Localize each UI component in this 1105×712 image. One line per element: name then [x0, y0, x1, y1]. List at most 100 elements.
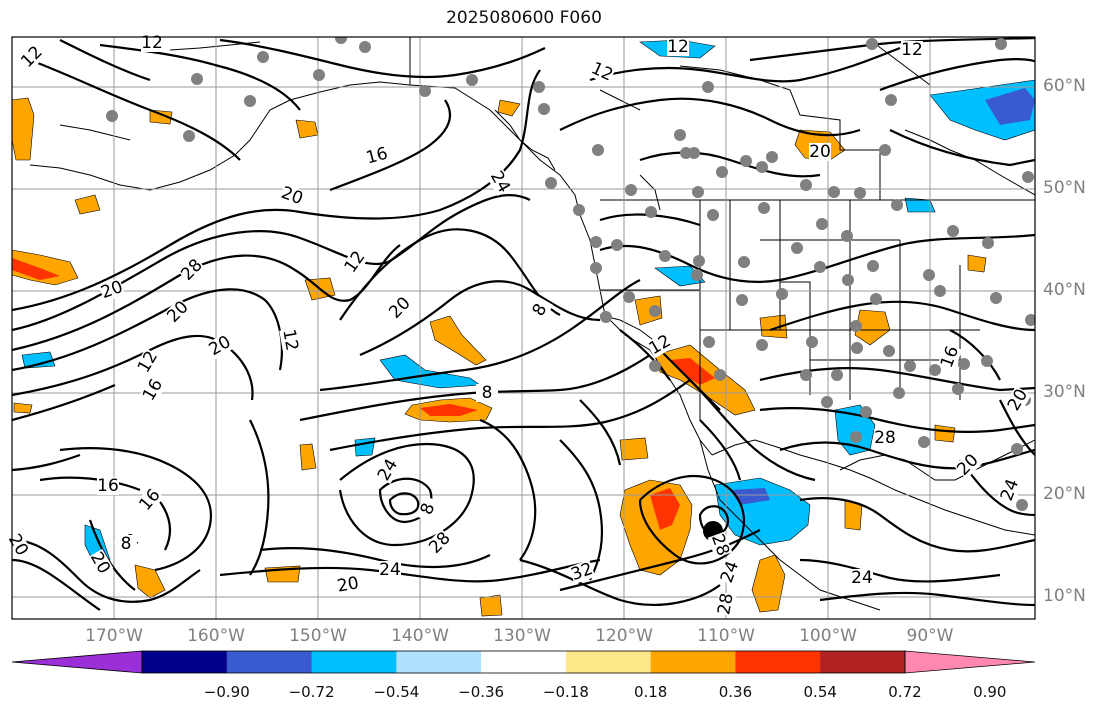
- contour-label-bg: [415, 495, 441, 523]
- lon-label-130: 130°W: [493, 626, 551, 646]
- contour-label: 12: [588, 58, 616, 85]
- colorbar-segment: [396, 651, 482, 673]
- contour-label-bg: [278, 183, 306, 209]
- map-frame: [11, 36, 1036, 620]
- contour-label-bg: [177, 255, 207, 285]
- lon-label-150: 150°W: [289, 626, 347, 646]
- contour-label: 8: [482, 383, 493, 403]
- colorbar-segment: [311, 651, 397, 673]
- contour-label-bg: [98, 277, 126, 303]
- contour-label-bg: [901, 41, 923, 59]
- contour-label-bg: [379, 561, 401, 579]
- contour-label: 24: [717, 558, 743, 585]
- lon-label-170: 170°W: [85, 626, 143, 646]
- contour-label-bg: [476, 384, 498, 402]
- colorbar-segment: [735, 651, 821, 673]
- contour-label: 12: [278, 328, 301, 353]
- lon-label-140: 140°W: [391, 626, 449, 646]
- map-title: 2025080600 F060: [446, 8, 602, 28]
- lat-label-50: 50°N: [1043, 178, 1086, 198]
- contour-label-bg: [17, 42, 47, 72]
- colorbar-tick-label: 0.18: [633, 683, 668, 701]
- contour-label-bg: [97, 477, 119, 495]
- contour-label-bg: [645, 331, 675, 359]
- contour-label: 12: [901, 40, 923, 60]
- contour-label-bg: [937, 343, 963, 371]
- contour-label-bg: [809, 143, 831, 161]
- contour-label: 28: [714, 592, 737, 617]
- contour-label-bg: [139, 375, 167, 405]
- contour-label-bg: [667, 38, 689, 56]
- colorbar-tick-label: −0.36: [458, 683, 505, 701]
- colorbar-tick-label: −0.72: [288, 683, 335, 701]
- colorbar-segment: [142, 651, 228, 673]
- contour-label: 20: [278, 183, 305, 209]
- contour-label: 12: [17, 42, 46, 71]
- colorbar-segment: [565, 651, 652, 673]
- colorbar-tick-label: −0.54: [373, 683, 420, 701]
- colorbar-segment: [820, 651, 906, 673]
- contour-label: 20: [4, 531, 32, 560]
- contour-label-bg: [707, 531, 733, 559]
- contour-label: 28: [425, 528, 454, 557]
- contour-label: 24: [486, 168, 514, 197]
- colorbar-tick-label: 0.36: [718, 683, 753, 701]
- lat-label-60: 60°N: [1043, 76, 1086, 96]
- contour-label: 24: [851, 568, 873, 588]
- contour-label-bg: [341, 247, 369, 277]
- contour-label-bg: [279, 327, 301, 353]
- lon-label-110: 110°W: [697, 626, 755, 646]
- graticule: [12, 37, 1035, 619]
- station-markers: [106, 37, 1035, 511]
- contour-label: 12: [141, 33, 163, 53]
- contour-label: 20: [336, 573, 361, 596]
- lat-label-30: 30°N: [1043, 382, 1086, 402]
- contour-label: 12: [667, 37, 689, 57]
- contour-label-bg: [385, 293, 415, 323]
- contour-label-bg: [1004, 385, 1032, 415]
- colorbar-frame: [141, 650, 906, 674]
- contour-label-bg: [163, 297, 193, 327]
- contour-label-bg: [874, 429, 896, 447]
- contour-label-bg: [141, 34, 163, 52]
- contour-label-bg: [205, 332, 235, 360]
- contour-lines: [12, 37, 1035, 611]
- contour-label-bg: [717, 558, 743, 586]
- shaded-anomaly-patches: [12, 39, 1035, 617]
- contour-label: 12: [341, 247, 370, 276]
- contour-label: 24: [379, 560, 401, 580]
- colorbar-tick-label: −0.18: [542, 683, 589, 701]
- contour-label: 20: [385, 293, 414, 322]
- contour-label-bg: [374, 455, 402, 485]
- contour-label: 20: [809, 142, 831, 162]
- contour-label-bg: [335, 574, 361, 596]
- contour-label-bg: [486, 167, 514, 197]
- colorbar-tick-label: 0.90: [973, 683, 1007, 701]
- colorbar-tick-label: −0.90: [203, 683, 250, 701]
- lon-label-100: 100°W: [799, 626, 857, 646]
- colorbar-segment: [481, 651, 567, 673]
- contour-label: 28: [177, 255, 206, 284]
- lat-label-20: 20°N: [1043, 484, 1086, 504]
- contour-label: 16: [364, 144, 390, 169]
- lon-label-160: 160°W: [187, 626, 245, 646]
- contour-label-bg: [715, 591, 737, 617]
- colorbar: [11, 650, 1036, 674]
- contour-label: 16: [97, 476, 119, 496]
- contour-label-bg: [425, 528, 455, 558]
- contour-label-bg: [851, 569, 873, 587]
- lon-label-90: 90°W: [906, 626, 954, 646]
- contour-label-bg: [568, 559, 596, 585]
- contour-label-bg: [364, 144, 390, 168]
- colorbar-extend-high: [904, 650, 1036, 674]
- contour-label: 20: [206, 332, 235, 360]
- colorbar-tick-label: 0.72: [888, 683, 922, 701]
- contour-label: 8: [121, 534, 132, 554]
- contour-label-bg: [86, 548, 114, 578]
- contour-label: 24: [997, 476, 1023, 503]
- contour-label: 16: [139, 376, 167, 405]
- contour-label-bg: [953, 450, 983, 480]
- lat-label-10: 10°N: [1043, 586, 1086, 606]
